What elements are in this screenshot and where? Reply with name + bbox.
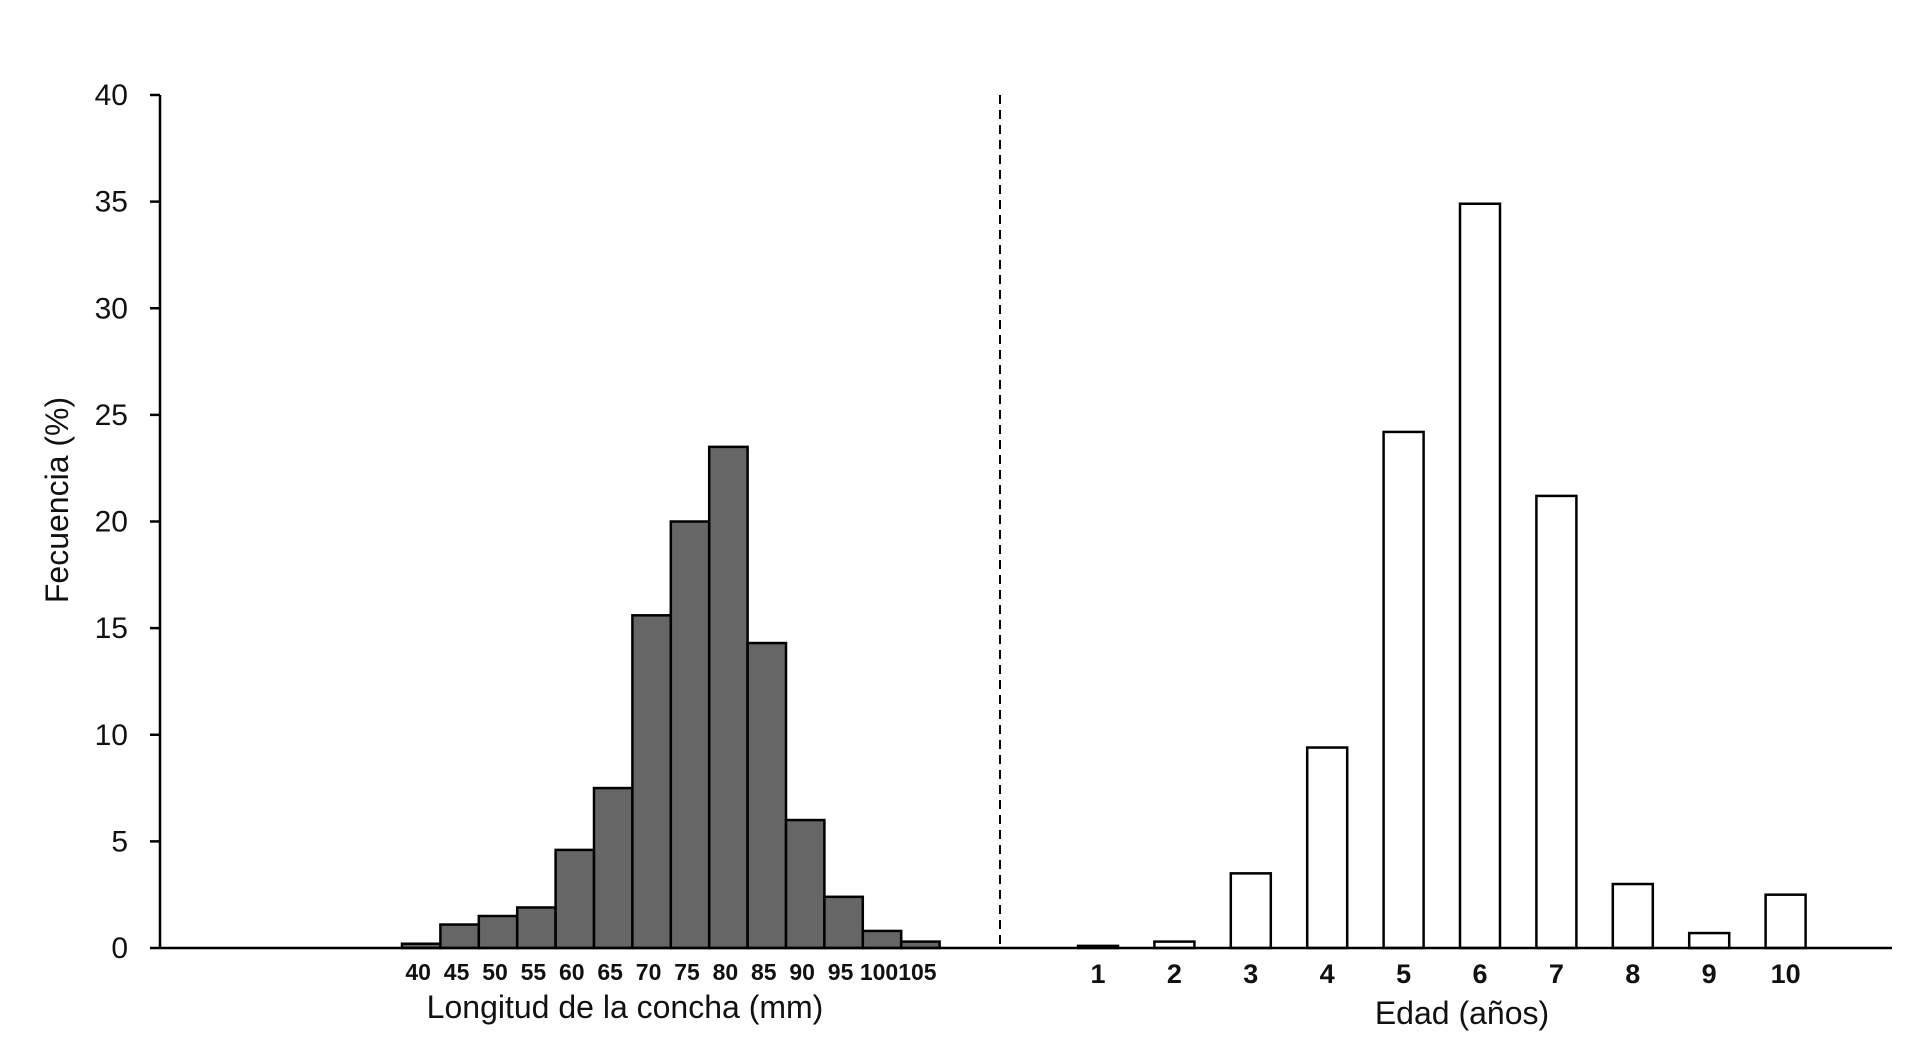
y-tick-label: 35	[95, 186, 128, 219]
age-tick-label: 7	[1549, 959, 1564, 989]
axes	[158, 95, 1892, 950]
length-bar	[439, 923, 481, 950]
age-bar	[1687, 931, 1731, 950]
length-bar	[515, 906, 557, 950]
age-tick-label: 3	[1243, 959, 1258, 989]
y-tick-label: 0	[111, 932, 128, 965]
y-tick-label: 10	[95, 719, 128, 752]
age-tick-label: 10	[1771, 959, 1801, 989]
length-bar	[823, 895, 865, 950]
y-tick-label: 30	[95, 292, 128, 325]
age-tick-label: 8	[1625, 959, 1640, 989]
length-tick-label: 70	[636, 959, 662, 985]
x-ticks-length: 40 45 50 55 60 65 70 75 80 85 90 95 100 105	[405, 959, 936, 985]
age-bar	[1458, 202, 1502, 950]
length-bar	[746, 641, 788, 950]
length-tick-label: 60	[559, 959, 585, 985]
length-bar	[669, 520, 711, 950]
age-tick-label: 9	[1702, 959, 1717, 989]
y-tick-label: 15	[95, 612, 128, 645]
length-bar	[554, 848, 596, 950]
length-tick-label: 105	[898, 959, 937, 985]
age-tick-label: 4	[1320, 959, 1335, 989]
y-ticks: 0 5 10 15 20 25 30 35 40	[95, 79, 160, 965]
age-bar	[1535, 494, 1578, 950]
length-bar	[784, 818, 826, 950]
length-tick-label: 65	[597, 959, 623, 985]
age-bar	[1305, 746, 1349, 950]
length-tick-label: 80	[713, 959, 739, 985]
length-tick-label: 55	[521, 959, 547, 985]
age-bar	[1229, 872, 1273, 950]
age-bar	[1382, 430, 1425, 950]
age-tick-label: 6	[1472, 959, 1487, 989]
y-axis-title: Fecuencia (%)	[39, 397, 75, 603]
length-tick-label: 90	[789, 959, 815, 985]
length-tick-label: 75	[674, 959, 700, 985]
length-tick-label: 45	[444, 959, 470, 985]
age-bar	[1764, 893, 1807, 950]
x-axis-title-length: Longitud de la concha (mm)	[427, 989, 824, 1025]
x-axis-title-age: Edad (años)	[1375, 995, 1549, 1031]
age-bar	[1611, 882, 1655, 950]
age-bars	[1076, 202, 1807, 950]
y-tick-label: 20	[95, 506, 128, 539]
length-tick-label: 100	[860, 959, 898, 985]
length-bars	[400, 445, 941, 950]
y-tick-label: 40	[95, 79, 128, 112]
age-tick-label: 2	[1167, 959, 1182, 989]
age-tick-label: 5	[1396, 959, 1411, 989]
x-ticks-age: 1 2 3 4 5 6 7 8 9 10	[1090, 959, 1800, 989]
y-tick-label: 25	[95, 399, 128, 432]
length-tick-label: 95	[828, 959, 854, 985]
age-tick-label: 1	[1090, 959, 1105, 989]
length-bar	[707, 445, 749, 950]
length-bar	[592, 786, 634, 950]
length-bar	[631, 614, 673, 950]
length-tick-label: 85	[751, 959, 777, 985]
y-tick-label: 5	[111, 825, 128, 858]
length-bar	[861, 929, 903, 950]
length-tick-label: 50	[482, 959, 508, 985]
length-bar	[477, 914, 519, 950]
length-tick-label: 40	[405, 959, 431, 985]
